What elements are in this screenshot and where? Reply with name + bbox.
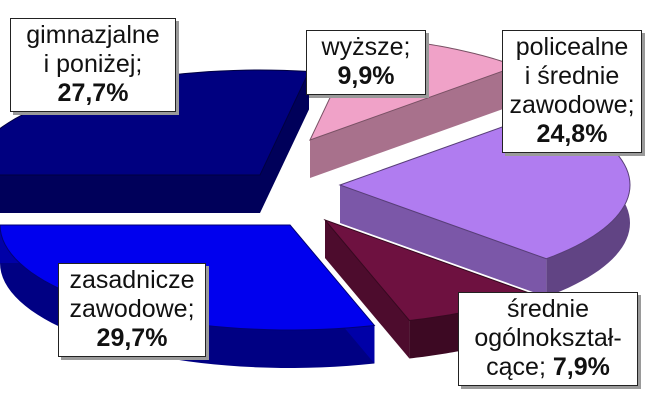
label-text-line: i poniżej;	[43, 50, 143, 78]
pie-slice-face	[340, 185, 547, 297]
label-text-line: zasadnicze	[69, 266, 195, 294]
label-text-line: ogólnokształ-	[474, 324, 622, 352]
pie-slice-face	[0, 175, 260, 213]
pie-slice-face	[310, 66, 517, 178]
label-percent: 9,9%	[337, 62, 395, 90]
label-text-line: gimnazjalne	[26, 21, 160, 49]
pie-slice-face	[260, 71, 309, 213]
data-label-gimnazjalne: gimnazjalne i poniżej; 27,7%	[10, 18, 176, 112]
label-text-line: średnie	[507, 295, 589, 323]
label-text-line: zawodowe;	[69, 295, 195, 323]
label-percent: 24,8%	[536, 120, 608, 148]
label-percent: 7,9%	[552, 353, 610, 381]
label-text-line: policealne	[515, 33, 629, 61]
label-text-line: wyższe;	[321, 33, 411, 61]
label-percent: 27,7%	[57, 79, 129, 107]
label-text-line: cące;	[486, 353, 553, 381]
label-text-line: i średnie	[524, 62, 620, 90]
label-text-line: zawodowe;	[509, 91, 635, 119]
data-label-wyzsze: wyższe; 9,9%	[306, 30, 426, 95]
label-percent: 29,7%	[96, 324, 168, 352]
pie-slice-face	[325, 220, 410, 359]
data-label-srednie-ogolnoksztalcace: średnie ogólnokształ- cące; 7,9%	[458, 292, 638, 386]
data-label-zasadnicze: zasadnicze zawodowe; 29,7%	[58, 263, 206, 357]
data-label-policealne: policealne i średnie zawodowe; 24,8%	[502, 30, 642, 153]
